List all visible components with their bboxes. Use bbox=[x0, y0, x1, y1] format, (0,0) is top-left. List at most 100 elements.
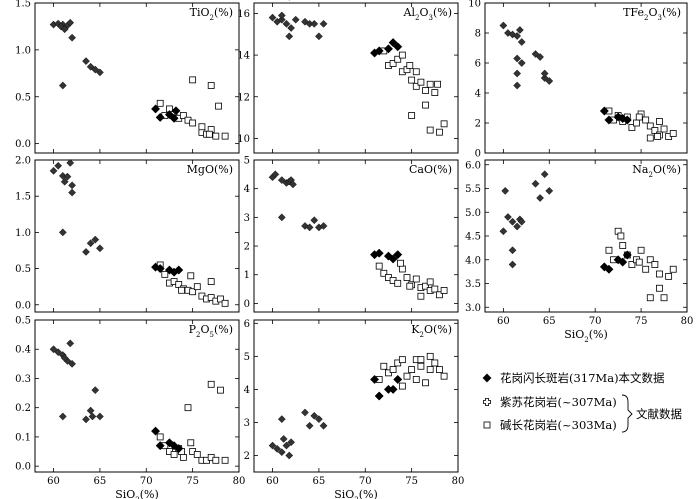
panel-frame bbox=[34, 159, 240, 313]
point-zisu bbox=[305, 223, 314, 232]
y-tick-label: 2 bbox=[475, 119, 481, 130]
legend-marker-benwen bbox=[482, 373, 492, 383]
y-tick-label: 6.0 bbox=[465, 160, 481, 171]
point-benwen bbox=[393, 42, 403, 52]
y-tick-label: 0 bbox=[244, 299, 250, 310]
point-zisu bbox=[310, 411, 319, 420]
y-tick-label: 0.5 bbox=[15, 92, 31, 103]
point-jianchang bbox=[417, 78, 425, 86]
point-zisu bbox=[508, 260, 517, 269]
point-jianchang bbox=[187, 439, 195, 447]
point-jianchang bbox=[669, 265, 677, 273]
point-benwen bbox=[388, 254, 398, 264]
point-zisu bbox=[504, 213, 512, 221]
point-zisu bbox=[504, 29, 512, 37]
point-jianchang bbox=[398, 356, 406, 364]
point-zisu bbox=[287, 438, 295, 447]
point-zisu bbox=[268, 13, 277, 22]
panel-3: 0 2 4 6 8 10 TFe2O3(%) bbox=[468, 0, 688, 160]
point-zisu bbox=[517, 217, 526, 226]
point-jianchang bbox=[397, 259, 404, 267]
point-jianchang bbox=[426, 278, 434, 286]
point-jianchang bbox=[633, 119, 640, 127]
panel-frame bbox=[253, 319, 459, 473]
point-zisu bbox=[513, 54, 522, 63]
point-jianchang bbox=[161, 270, 169, 278]
x-tick-label: 70 bbox=[140, 476, 153, 487]
point-zisu bbox=[86, 406, 95, 415]
point-zisu bbox=[282, 19, 291, 28]
panel-5: 0 1 2 3 4 5 CaO(%) bbox=[244, 156, 459, 313]
y-tick-label: 0.4 bbox=[15, 345, 31, 356]
point-zisu bbox=[277, 176, 286, 184]
point-jianchang bbox=[205, 130, 213, 138]
point-jianchang bbox=[637, 246, 645, 254]
legend-label-jianchang: 碱长花岗岩(~303Ma) bbox=[500, 418, 617, 432]
point-jianchang bbox=[179, 453, 187, 461]
point-zisu bbox=[315, 32, 323, 41]
point-zisu bbox=[96, 244, 104, 253]
y-tick-label: 14 bbox=[237, 51, 250, 62]
panel-frame bbox=[253, 159, 459, 313]
point-jianchang bbox=[212, 132, 220, 140]
y-tick-label: 0 bbox=[475, 149, 481, 160]
point-benwen bbox=[155, 441, 165, 451]
panel-4: 0.0 0.5 1.0 1.5 2.0 MgO(%) bbox=[15, 156, 240, 313]
point-jianchang bbox=[403, 372, 411, 380]
legend-group-label: 文献数据 bbox=[636, 407, 682, 421]
point-jianchang bbox=[656, 270, 663, 278]
point-jianchang bbox=[617, 232, 625, 240]
point-benwen bbox=[164, 110, 175, 120]
point-jianchang bbox=[394, 279, 402, 287]
point-zisu bbox=[54, 348, 63, 357]
point-jianchang bbox=[660, 125, 668, 133]
point-jianchang bbox=[417, 292, 425, 300]
point-jianchang bbox=[217, 295, 224, 303]
point-zisu bbox=[531, 179, 540, 188]
point-jianchang bbox=[642, 116, 650, 124]
point-zisu bbox=[287, 24, 295, 32]
point-zisu bbox=[66, 339, 75, 348]
point-jianchang bbox=[635, 258, 643, 266]
y-tick-label: 0.5 bbox=[15, 264, 31, 275]
point-zisu bbox=[68, 359, 76, 368]
point-jianchang bbox=[431, 359, 439, 367]
point-jianchang bbox=[605, 246, 613, 254]
point-zisu bbox=[282, 441, 291, 450]
point-jianchang bbox=[436, 128, 443, 136]
x-tick-label: 60 bbox=[47, 476, 60, 487]
y-tick-label: 3.0 bbox=[465, 303, 481, 314]
point-zisu bbox=[508, 246, 517, 255]
point-jianchang bbox=[431, 285, 439, 293]
point-jianchang bbox=[389, 366, 397, 373]
y-tick-label: 0.3 bbox=[15, 374, 31, 385]
point-zisu bbox=[66, 18, 75, 27]
point-zisu bbox=[289, 180, 297, 189]
y-tick-label: 10 bbox=[237, 134, 250, 145]
point-benwen bbox=[622, 250, 632, 260]
point-benwen bbox=[174, 444, 184, 454]
point-jianchang bbox=[412, 82, 420, 90]
point-zisu bbox=[517, 38, 526, 46]
point-jianchang bbox=[431, 89, 439, 96]
point-jianchang bbox=[619, 242, 627, 249]
point-benwen bbox=[393, 374, 403, 385]
point-jianchang bbox=[193, 283, 201, 291]
x-tick-label: 80 bbox=[681, 316, 694, 327]
point-zisu bbox=[508, 217, 517, 226]
point-jianchang bbox=[221, 132, 229, 140]
point-zisu bbox=[531, 50, 540, 58]
x-tick-label: 80 bbox=[233, 476, 246, 487]
y-tick-label: 3 bbox=[244, 418, 250, 429]
point-jianchang bbox=[422, 282, 429, 290]
point-zisu bbox=[513, 81, 522, 90]
point-zisu bbox=[58, 81, 67, 90]
point-zisu bbox=[91, 235, 100, 244]
point-zisu bbox=[513, 32, 522, 40]
panel-1: 0.0 0.5 1.0 1.5 TiO2(%) bbox=[15, 0, 240, 154]
y-tick-label: 4.0 bbox=[465, 255, 481, 266]
point-zisu bbox=[319, 19, 328, 28]
point-zisu bbox=[277, 415, 286, 424]
x-tick-label: 60 bbox=[497, 316, 510, 327]
point-zisu bbox=[88, 412, 97, 421]
